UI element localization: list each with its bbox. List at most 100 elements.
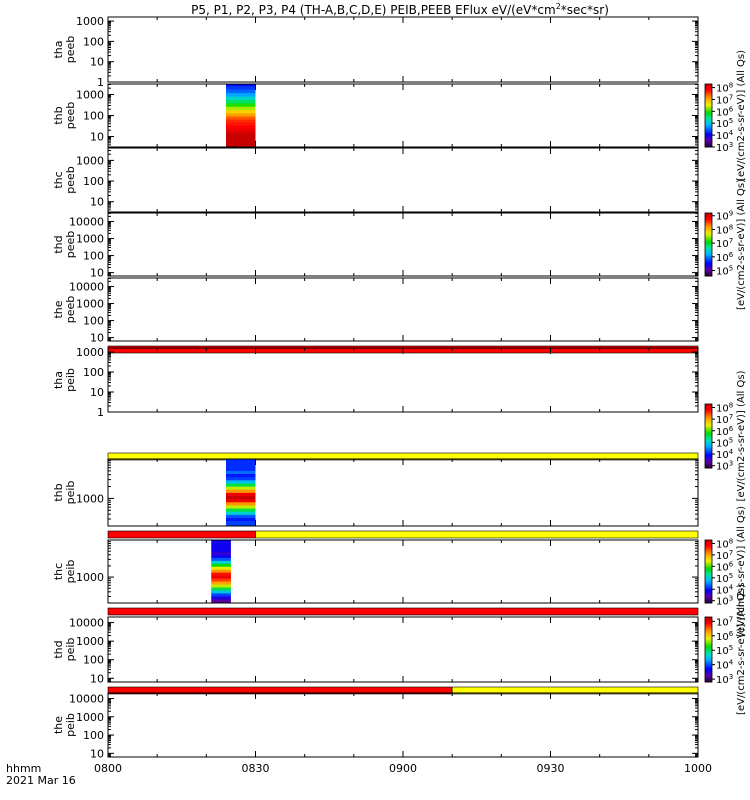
colorbar-swatch (705, 413, 712, 416)
colorbar-swatch (705, 220, 712, 223)
colorbar-swatch (705, 216, 712, 219)
colorbar-swatch (705, 85, 712, 88)
colorbar-swatch (705, 120, 712, 123)
colorbar-swatch (705, 233, 712, 236)
colorbar-swatch (705, 453, 712, 456)
colorbar-swatch (705, 456, 712, 459)
colorbar-tick-label: 107 (716, 615, 733, 628)
spectrogram-cell (211, 599, 231, 604)
spectrogram-cell (226, 109, 256, 114)
spectrogram-cell (226, 84, 256, 87)
colorbar-swatch (705, 557, 712, 560)
colorbar-label: [eV/(cm2-s-sr-eV)] (All Qs) (736, 50, 747, 181)
colorbar-swatch (705, 448, 712, 451)
spectrogram-cell (226, 479, 256, 484)
panel-tha-peeb: 1 10 100 1000 thapeeb (52, 15, 699, 89)
colorbar-swatch (705, 641, 712, 644)
spectrogram-cell (226, 508, 256, 512)
colorbar-swatch (705, 620, 712, 623)
spectrogram-cell (226, 121, 256, 126)
colorbar-swatch (705, 546, 712, 549)
panel-frame (107, 83, 699, 148)
x-tick-label: 0930 (537, 762, 565, 775)
x-axis-date-label: 2021 Mar 16 (6, 774, 76, 787)
colorbar-swatch (705, 626, 712, 629)
colorbar-swatch (705, 591, 712, 595)
spectrogram-cell (226, 501, 256, 506)
colorbar-swatch (705, 415, 712, 418)
y-tick-label: 100 (83, 250, 104, 263)
spectrogram-cell (226, 492, 256, 497)
colorbar-swatch (705, 271, 712, 274)
colorbar-swatch (705, 665, 712, 668)
colorbar-swatch (705, 593, 712, 596)
y-tick-label: 10 (90, 332, 104, 345)
colorbar-swatch (705, 225, 712, 228)
mode-bar-segment (451, 686, 699, 695)
colorbar-tick-label: 103 (716, 141, 733, 154)
colorbar-swatch (705, 213, 712, 216)
colorbar-swatch (705, 565, 712, 568)
spectrogram-cell (226, 486, 256, 490)
spectrogram-cell (211, 566, 231, 570)
colorbar-swatch (705, 596, 712, 599)
panel-frame (107, 16, 699, 83)
panel-frame (107, 616, 699, 683)
colorbar-swatch (705, 634, 712, 637)
colorbar-swatch (705, 217, 712, 220)
colorbar-swatch (705, 452, 712, 455)
colorbar-swatch (705, 128, 712, 131)
colorbar-swatch (705, 131, 712, 134)
colorbar-swatch (705, 102, 712, 105)
spectrogram-cell (226, 85, 256, 90)
y-tick-label: 100 (83, 729, 104, 742)
spectrogram-cell (226, 511, 256, 515)
panel-label: thdpeeb (52, 231, 77, 259)
panel-tha-peib: 1 10 100 1000 thapeib (52, 346, 699, 419)
colorbar-swatch (705, 659, 712, 662)
colorbar-swatch (705, 429, 712, 432)
colorbar-swatch (705, 88, 712, 91)
colorbar-swatch (705, 91, 712, 94)
colorbar-swatch (705, 123, 712, 126)
mode-bar (107, 530, 699, 539)
colorbar-swatch (705, 110, 712, 113)
mode-bar (107, 607, 699, 616)
spectrogram-cell (226, 138, 256, 142)
colorbar-swatch (705, 140, 712, 143)
colorbar-swatch (705, 239, 712, 242)
colorbar-frame (704, 616, 713, 683)
colorbar-swatch (705, 555, 712, 558)
y-tick-label: 1000 (76, 635, 104, 648)
colorbar-swatch (705, 651, 712, 654)
colorbar-swatch (705, 541, 712, 544)
spectrogram-cell (226, 130, 256, 135)
colorbar-swatch (705, 143, 712, 146)
colorbar-swatch (705, 246, 712, 249)
colorbar-swatch (705, 227, 712, 230)
panel-the-peib: 10 100 1000 10000 thepeib (52, 692, 699, 760)
colorbar-swatch (705, 266, 712, 269)
colorbar-swatch (705, 235, 712, 238)
colorbar-swatch (705, 436, 712, 439)
colorbar-swatch (705, 680, 712, 683)
spectrogram (211, 540, 231, 604)
colorbar-swatch (705, 547, 712, 550)
y-tick-label: 1000 (76, 89, 104, 102)
y-tick-label: 1000 (76, 15, 104, 28)
colorbar-tick-label: 103 (716, 460, 733, 473)
colorbar-frame (704, 403, 713, 469)
panel-label: thbpeeb (52, 102, 77, 130)
colorbar-swatch (705, 439, 712, 442)
spectrogram-cell (226, 141, 256, 148)
y-tick-label: 10 (90, 386, 104, 399)
colorbar-swatch (705, 230, 712, 233)
colorbar-swatch (705, 238, 712, 241)
colorbar-swatch (705, 121, 712, 124)
panel-the-peeb: 10 100 1000 10000 thepeeb (52, 277, 699, 345)
y-tick-label: 10000 (69, 281, 104, 294)
colorbar-swatch (705, 566, 712, 569)
colorbar-swatch (705, 582, 712, 585)
spectrogram-cell (226, 495, 256, 500)
